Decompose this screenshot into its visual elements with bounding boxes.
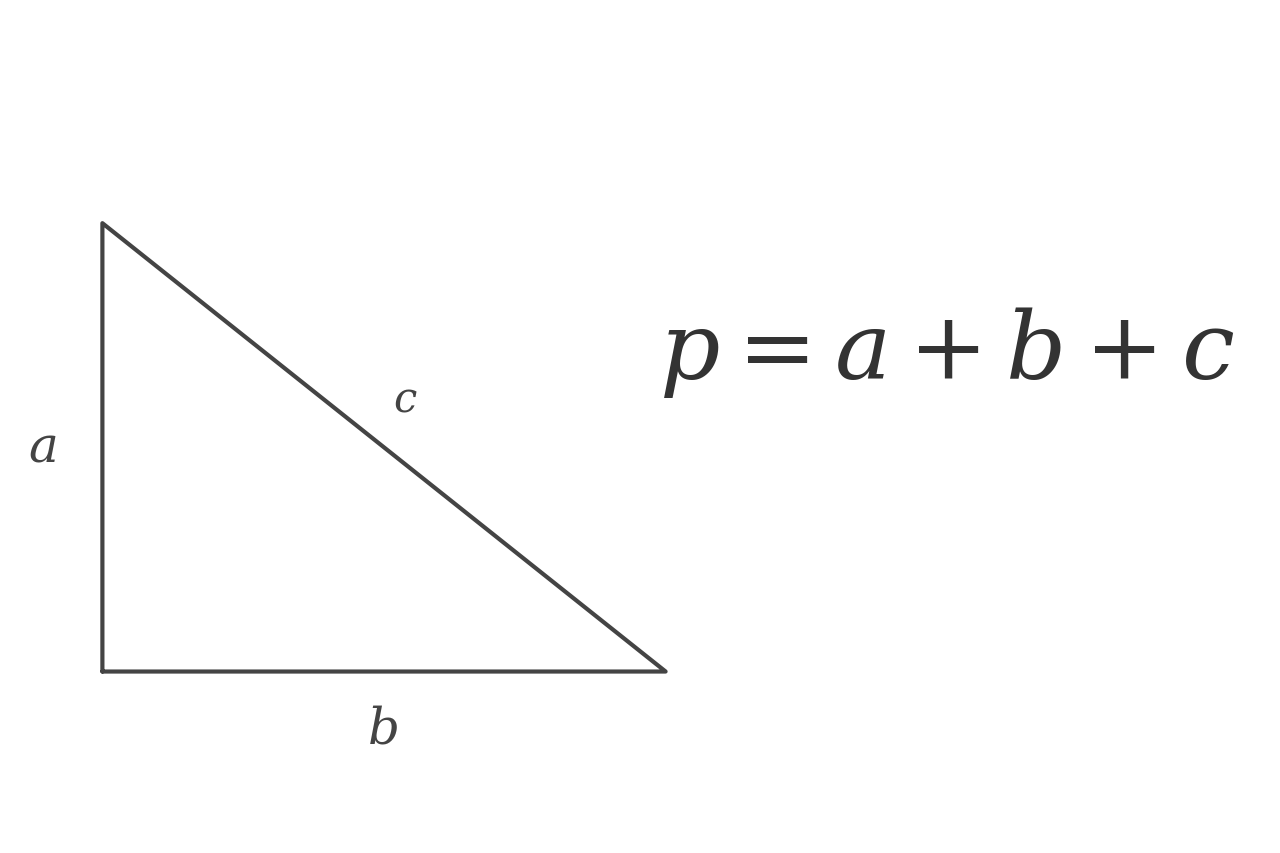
Bar	[620, 780, 660, 785]
Text: b: b	[369, 705, 399, 754]
Text: Triangle Perimeter Formula: Triangle Perimeter Formula	[0, 9, 1280, 107]
Bar	[623, 780, 639, 782]
Text: a: a	[28, 423, 59, 473]
Text: $p = a + b + c$: $p = a + b + c$	[659, 305, 1235, 399]
Text: www.inchcalculator.com: www.inchcalculator.com	[456, 811, 824, 840]
Bar	[641, 780, 658, 782]
Text: c: c	[393, 379, 416, 421]
Bar	[641, 782, 658, 784]
Bar	[623, 782, 639, 784]
